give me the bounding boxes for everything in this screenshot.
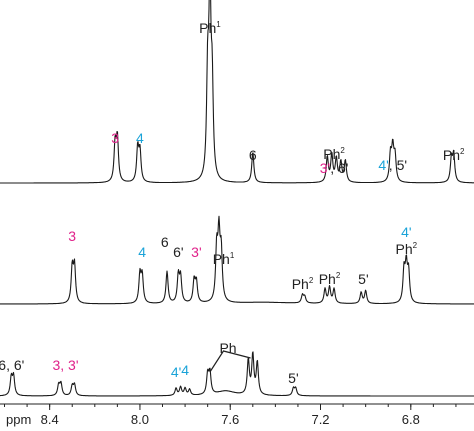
spectrum-traces (0, 0, 474, 397)
peak-label: Ph1 (213, 251, 235, 267)
x-tick-label: 7.2 (311, 412, 329, 427)
peak-label: 4 (136, 130, 144, 146)
peak-label: 3', 6' (320, 160, 349, 176)
peak-label: Ph2 (292, 276, 314, 292)
peak-label: 3 (111, 130, 119, 146)
spectrum-trace-1 (0, 0, 474, 184)
peak-label: 6 (249, 147, 257, 163)
peak-label: 4' (401, 224, 411, 240)
spectrum-trace-2 (0, 215, 474, 305)
ph-bracket (209, 350, 251, 373)
peak-label: 3' (191, 244, 201, 260)
peak-label: 3 (68, 228, 76, 244)
peak-label: 5' (358, 271, 368, 287)
peak-label: 6, 6' (0, 357, 24, 373)
axis-unit-label: ppm (6, 412, 31, 427)
peak-label: 4 (181, 362, 189, 378)
peak-label: 4' (171, 364, 181, 380)
x-tick-label: 7.6 (221, 412, 239, 427)
peak-label: 5' (288, 370, 298, 386)
x-tick-label: 6.8 (402, 412, 420, 427)
peak-label: 6 (161, 234, 169, 250)
ppm-axis: ppm 8.4 8.0 7.6 7.2 6.8 (0, 403, 474, 427)
peak-label: Ph2 (323, 146, 345, 162)
spectrum-trace-3 (0, 351, 474, 397)
peak-label: 4', 5' (378, 157, 407, 173)
peak-label: Ph1 (199, 20, 221, 36)
x-tick-label: 8.0 (131, 412, 149, 427)
peak-label: Ph2 (319, 271, 341, 287)
peak-label: 3, 3' (52, 357, 78, 373)
peak-label: Ph2 (443, 147, 465, 163)
peak-label: Ph (219, 340, 236, 356)
peak-label: Ph2 (396, 241, 418, 257)
x-tick-label: 8.4 (41, 412, 59, 427)
peak-label: 6' (173, 244, 183, 260)
peak-label: 4 (138, 244, 146, 260)
